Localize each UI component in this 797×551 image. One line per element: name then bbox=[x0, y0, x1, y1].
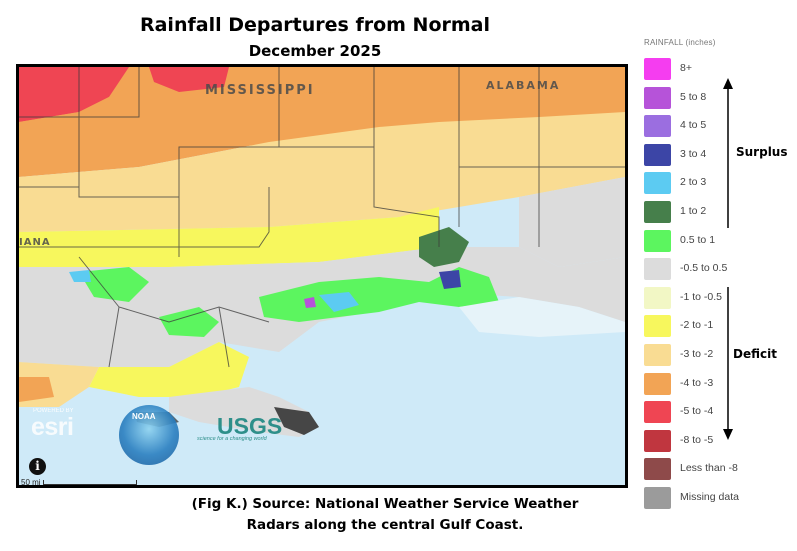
legend-label: Less than -8 bbox=[680, 462, 738, 475]
caption-line-2: Radars along the central Gulf Coast. bbox=[246, 517, 524, 533]
deficit-label: Deficit bbox=[733, 347, 777, 361]
caption-line-1: (Fig K.) Source: National Weather Servic… bbox=[191, 496, 579, 512]
legend-label: -1 to -0.5 bbox=[680, 290, 723, 303]
legend-label: -2 to -1 bbox=[680, 319, 714, 332]
legend-swatch bbox=[644, 258, 671, 281]
legend-label: -0.5 to 0.5 bbox=[680, 262, 728, 275]
legend-swatch bbox=[644, 372, 671, 395]
map-canvas bbox=[19, 67, 625, 485]
page-title: Rainfall Departures from Normal bbox=[139, 14, 490, 36]
legend-label: -8 to -5 bbox=[680, 433, 714, 446]
usgs-logo: USGS bbox=[217, 413, 283, 439]
legend-label: -4 to -3 bbox=[680, 376, 714, 389]
page-subtitle: December 2025 bbox=[248, 42, 382, 60]
deficit-arrowhead-icon bbox=[723, 429, 733, 440]
esri-logo: esri bbox=[31, 413, 74, 441]
noaa-logo-text: NOAA bbox=[132, 412, 156, 421]
legend-label: 8+ bbox=[680, 62, 692, 74]
legend-swatch bbox=[644, 201, 671, 223]
legend-label: 5 to 8 bbox=[680, 90, 707, 103]
legend-swatch bbox=[644, 344, 671, 366]
scale-label: 50 mi bbox=[21, 478, 41, 487]
legend-swatch bbox=[644, 487, 671, 509]
legend-swatch bbox=[644, 172, 671, 195]
esri-powered-text: POWERED BY bbox=[33, 408, 74, 414]
legend: RAINFALL (inches) 8+ 5 to 8 4 to 5 3 to 4 2 … bbox=[641, 38, 791, 509]
legend-swatch bbox=[644, 429, 671, 452]
figure-caption: (Fig K.) Source: National Weather Servic… bbox=[150, 494, 620, 536]
legend-title: RAINFALL (inches) bbox=[644, 38, 716, 47]
legend-swatch bbox=[644, 286, 671, 309]
legend-swatch bbox=[644, 58, 671, 80]
legend-label: 0.5 to 1 bbox=[680, 233, 716, 246]
noaa-logo bbox=[119, 405, 179, 465]
legend-label: 3 to 4 bbox=[680, 147, 707, 160]
state-label-mississippi: MISSISSIPPI bbox=[205, 83, 315, 98]
legend-label: Missing data bbox=[680, 491, 739, 503]
legend-swatch bbox=[644, 86, 671, 109]
scale-bar bbox=[43, 480, 137, 485]
info-icon[interactable]: i bbox=[29, 458, 46, 475]
rainfall-map[interactable]: MISSISSIPPI ALABAMA IANA POWERED BY esri… bbox=[16, 64, 628, 488]
legend-swatch bbox=[644, 115, 671, 138]
state-label-alabama: ALABAMA bbox=[486, 79, 561, 92]
legend-swatch bbox=[644, 401, 671, 424]
legend-label: 1 to 2 bbox=[680, 205, 707, 217]
legend-swatch bbox=[644, 458, 671, 481]
legend-swatch bbox=[644, 143, 671, 166]
legend-label: -3 to -2 bbox=[680, 348, 714, 360]
legend-swatch bbox=[644, 315, 671, 338]
surplus-label: Surplus bbox=[736, 145, 788, 159]
legend-label: 2 to 3 bbox=[680, 176, 707, 189]
surplus-arrowhead-icon bbox=[723, 78, 733, 89]
usgs-tagline: science for a changing world bbox=[197, 436, 267, 442]
legend-label: 4 to 5 bbox=[680, 119, 707, 132]
state-label-louisiana: IANA bbox=[19, 237, 51, 248]
legend-swatch bbox=[644, 229, 671, 252]
legend-label: -5 to -4 bbox=[680, 405, 714, 418]
